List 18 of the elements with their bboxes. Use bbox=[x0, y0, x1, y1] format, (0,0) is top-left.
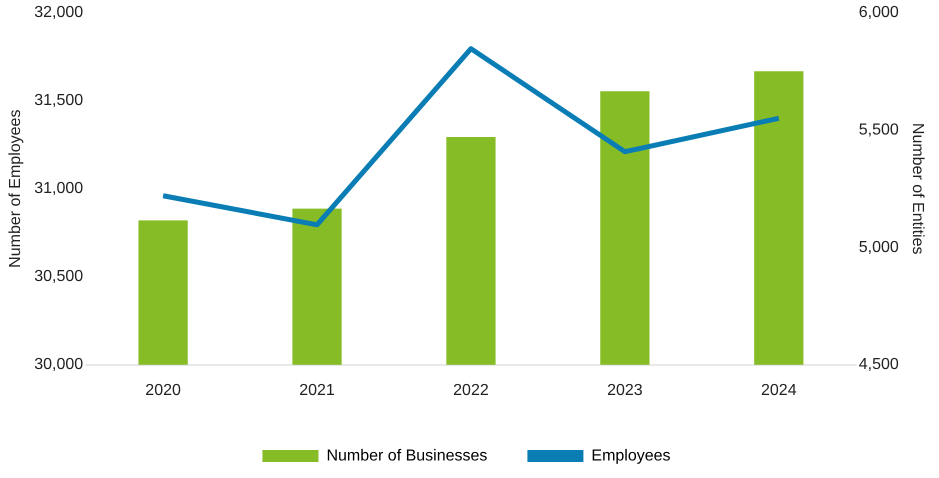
x-tick-label: 2020 bbox=[145, 382, 181, 399]
y2-tick-label: 6,000 bbox=[858, 4, 899, 22]
x-tick-label: 2021 bbox=[299, 382, 335, 399]
legend-label: Employees bbox=[591, 447, 671, 464]
y2-tick-label: 5,500 bbox=[858, 121, 899, 138]
y2-tick-label: 5,000 bbox=[858, 238, 899, 256]
x-tick-label: 2023 bbox=[607, 382, 643, 399]
y-tick-label: 30,000 bbox=[34, 356, 84, 374]
x-tick-label: 2022 bbox=[453, 382, 489, 399]
y-tick-label: 31,000 bbox=[34, 180, 84, 198]
y-tick-label: 31,500 bbox=[34, 92, 84, 110]
y2-tick-label: 4,500 bbox=[858, 356, 899, 374]
y-tick-label: 32,000 bbox=[34, 4, 84, 22]
y-axis-title: Number of Employees bbox=[7, 110, 24, 268]
x-tick-label: 2024 bbox=[761, 382, 797, 399]
y2-axis-title: Number of Entities bbox=[908, 122, 926, 255]
y-tick-label: 30,500 bbox=[34, 268, 84, 286]
legend-label: Number of Businesses bbox=[326, 447, 488, 464]
